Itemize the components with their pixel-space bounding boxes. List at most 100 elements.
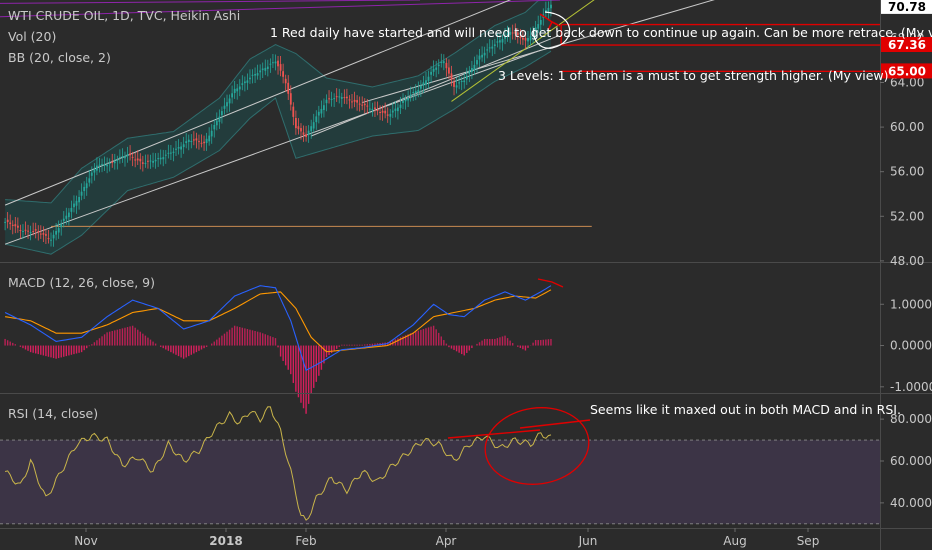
candle-body — [126, 154, 129, 156]
candle-body — [279, 64, 282, 71]
candle-body — [73, 203, 75, 208]
candle-body — [4, 221, 6, 223]
candle-body — [185, 141, 188, 143]
candle-body — [534, 27, 537, 31]
vol-legend: Vol (20) — [8, 29, 57, 44]
candle-body — [440, 62, 443, 63]
candle-body — [333, 98, 336, 100]
candle-body — [307, 130, 310, 135]
time-tick-label: Apr — [436, 534, 457, 548]
candle-body — [312, 122, 315, 129]
candle-body — [175, 148, 177, 150]
candle-body — [37, 231, 40, 233]
long-term-resistance-line — [0, 0, 561, 18]
candle-body — [152, 161, 154, 163]
candle-body — [111, 161, 114, 163]
candle-body — [238, 86, 241, 90]
candle-body — [346, 96, 348, 99]
candle-body — [249, 77, 251, 80]
candle-body — [386, 114, 389, 116]
candle-body — [39, 233, 42, 235]
candle-body — [547, 7, 550, 12]
macd-tick-label: 0.0000 — [890, 339, 932, 353]
candle-body — [134, 159, 137, 161]
candle-body — [465, 75, 468, 80]
candle-body — [80, 191, 83, 196]
annotation-red-daily: 1 Red daily have started and will need t… — [270, 25, 932, 40]
candle-body — [226, 102, 228, 107]
time-tick-label: Sep — [797, 534, 820, 548]
candle-body — [376, 109, 379, 111]
candle-body — [144, 162, 147, 164]
candle-body — [65, 215, 68, 219]
candle-body — [448, 67, 450, 74]
time-tick-label: 2018 — [209, 534, 242, 548]
candle-body — [50, 239, 52, 241]
macd-tick-label: -1.0000 — [890, 380, 932, 394]
annotation-maxed-out: Seems like it maxed out in both MACD and… — [590, 402, 901, 417]
candle-body — [154, 159, 157, 162]
candle-body — [62, 218, 65, 222]
candle-body — [27, 230, 29, 232]
candle-body — [218, 116, 221, 122]
candle-body — [284, 78, 287, 84]
price-label-box-3 — [881, 63, 932, 79]
candle-body — [427, 76, 430, 81]
candle-body — [422, 82, 425, 86]
candle-body — [136, 158, 139, 161]
candle-body — [493, 44, 496, 46]
candle-body — [162, 157, 165, 160]
candle-body — [274, 61, 277, 64]
candle-body — [195, 138, 198, 141]
candle-body — [200, 142, 203, 144]
candle-body — [412, 92, 415, 93]
candle-body — [361, 104, 364, 106]
candle-body — [170, 152, 172, 154]
candle-body — [272, 62, 274, 64]
candle-body — [256, 73, 259, 76]
candle-body — [60, 223, 63, 228]
candle-body — [101, 163, 103, 165]
candle-body — [210, 130, 213, 137]
candle-body — [113, 161, 116, 164]
time-tick-label: Aug — [723, 534, 746, 548]
candle-body — [231, 93, 233, 98]
macd-legend: MACD (12, 26, close, 9) — [8, 275, 155, 290]
candle-body — [213, 125, 216, 130]
price-pane — [0, 0, 880, 255]
trend-line-4 — [451, 0, 595, 102]
candle-body — [340, 97, 343, 99]
candle-body — [193, 139, 195, 141]
candle-body — [106, 164, 108, 167]
candle-body — [297, 126, 300, 130]
candle-body — [374, 107, 376, 110]
candle-body — [338, 96, 341, 98]
candle-body — [529, 35, 532, 41]
price-tick-label: 52.00 — [890, 209, 924, 223]
candle-body — [391, 110, 394, 113]
candle-body — [116, 159, 119, 162]
candle-body — [119, 157, 121, 159]
candle-body — [532, 31, 534, 36]
retrace-arrow — [539, 13, 561, 31]
candle-body — [404, 99, 407, 102]
candle-body — [323, 105, 325, 110]
candle-body — [519, 36, 522, 38]
candle-body — [363, 103, 366, 106]
candle-body — [445, 62, 448, 69]
candle-body — [501, 39, 504, 43]
candle-body — [473, 64, 476, 70]
candle-body — [330, 98, 333, 100]
candle-body — [159, 157, 162, 160]
candle-body — [399, 104, 402, 108]
candle-body — [450, 73, 453, 80]
candle-body — [282, 71, 284, 77]
rsi-line — [4, 406, 552, 521]
candle-body — [351, 101, 353, 103]
candle-body — [149, 160, 152, 162]
candle-body — [131, 156, 134, 158]
candle-body — [52, 234, 55, 239]
candle-body — [356, 100, 358, 103]
rsi-legend: RSI (14, close) — [8, 406, 99, 421]
candle-body — [236, 88, 239, 92]
